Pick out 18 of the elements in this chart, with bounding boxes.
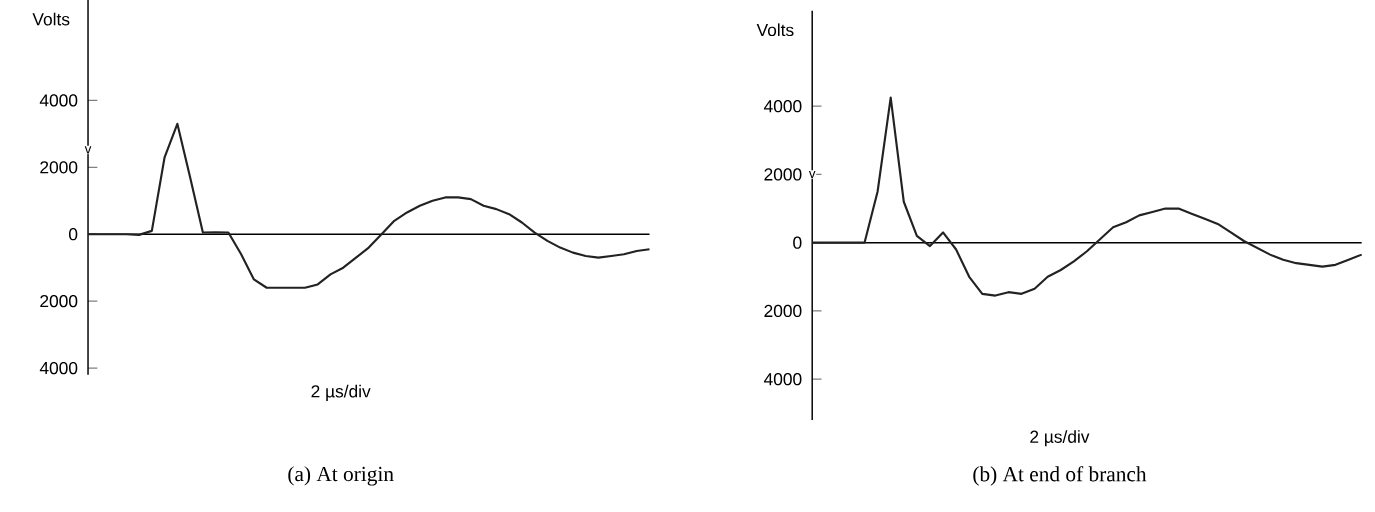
x-axis-title: 2 µs/div — [1030, 430, 1090, 447]
text: (b) At end of branch — [973, 466, 1147, 486]
y-tick-label: 4000 — [39, 361, 78, 375]
y-axis-title: Volts — [756, 23, 794, 37]
y-tick-label: 4000 — [763, 100, 802, 113]
y-tick-label: 0 — [69, 228, 78, 241]
annotation: v — [84, 146, 92, 154]
y-tick-label: 4000 — [39, 94, 78, 107]
y-tick-label: 2000 — [764, 304, 802, 317]
y-tick-label: 2000 — [764, 168, 802, 181]
y-tick-label: 0 — [793, 236, 802, 249]
text: (a) At origin — [288, 466, 394, 486]
annotation: v — [808, 170, 816, 178]
y-axis-title: Volts — [32, 12, 70, 26]
y-tick-label: 2000 — [40, 294, 78, 308]
y-tick-label: 4000 — [763, 372, 802, 386]
x-axis-title: 2 µs/div — [311, 384, 371, 401]
y-tick-label: 2000 — [40, 161, 78, 174]
